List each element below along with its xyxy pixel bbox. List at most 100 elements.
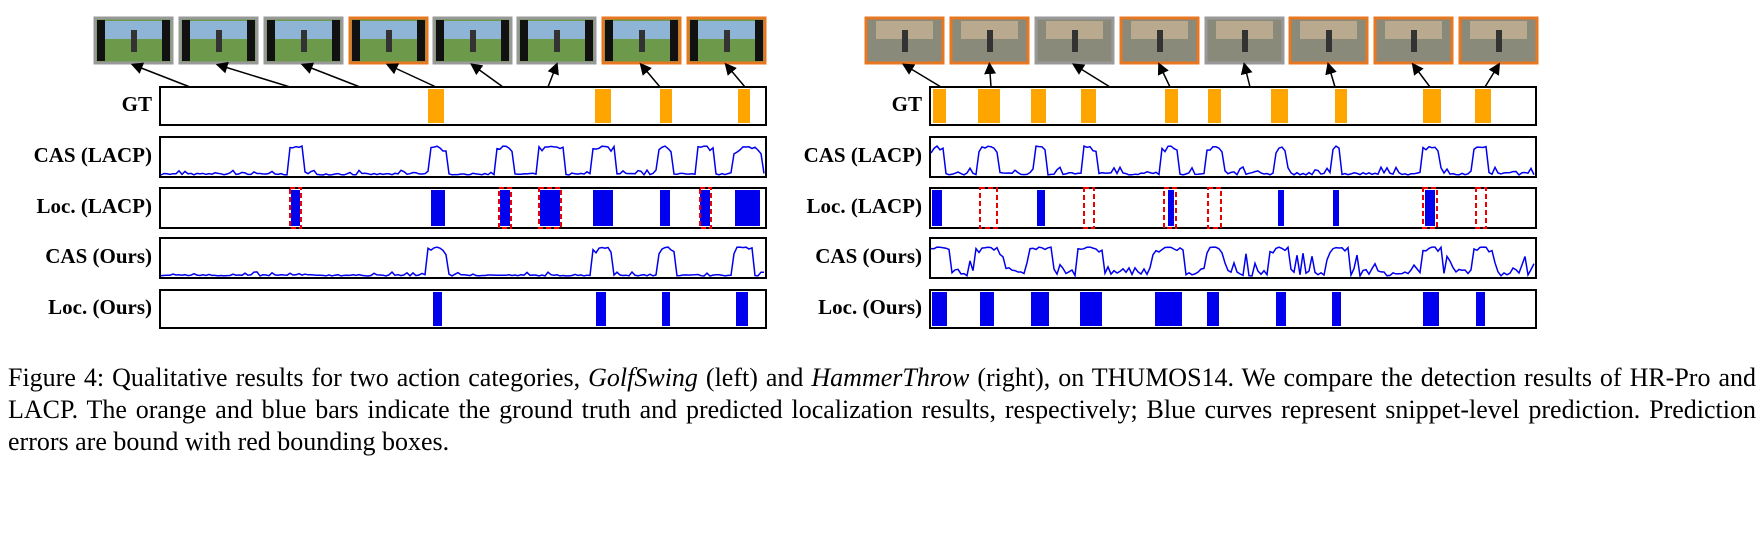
pred-bar <box>596 292 606 326</box>
gt-bar <box>1031 89 1046 123</box>
caption-italic: HammerThrow <box>811 363 970 392</box>
track <box>929 86 1537 126</box>
pred-bar <box>1276 292 1286 326</box>
figure-person <box>216 30 222 52</box>
gt-bar <box>428 89 444 123</box>
figure: GT CAS (LACP) Loc. (LACP) CAS (Ours) Loc. (O… <box>34 16 1539 329</box>
figure-person <box>386 30 392 52</box>
pred-bar <box>660 190 670 226</box>
gt-bar <box>660 89 672 123</box>
row-label: CAS (Ours) <box>815 244 922 268</box>
error-box <box>979 187 998 229</box>
gt-bar <box>1271 89 1288 123</box>
row-label: Loc. (LACP) <box>37 194 152 218</box>
row-label: CAS (LACP) <box>34 143 152 167</box>
error-box <box>498 187 512 229</box>
frame-bar <box>417 20 425 61</box>
frame-bar <box>267 20 275 61</box>
pred-bar <box>1037 190 1045 226</box>
frame-bar <box>162 20 170 61</box>
frame-bar <box>585 20 593 61</box>
pred-bar <box>593 190 613 226</box>
pred-bar <box>932 190 942 226</box>
pred-bar <box>431 190 445 226</box>
error-box <box>1163 187 1177 229</box>
gt-bar <box>1423 89 1441 123</box>
pred-bar <box>1332 292 1341 326</box>
figure-person <box>902 30 908 52</box>
arrow <box>724 62 746 88</box>
arrow <box>1157 62 1171 88</box>
pred-bar <box>1476 292 1485 326</box>
row-label: GT <box>892 92 922 116</box>
arrow <box>300 62 361 88</box>
frame-bar <box>182 20 190 61</box>
figure-person <box>724 30 730 52</box>
row-label: GT <box>122 92 152 116</box>
gt-bar <box>1475 89 1491 123</box>
arrow <box>215 61 291 88</box>
caption-text: Figure 4: Qualitative results for two ac… <box>8 363 589 392</box>
cas-curve <box>160 246 765 277</box>
figure-person <box>301 30 307 52</box>
figure-person <box>1072 30 1078 52</box>
caption-text: (right), on THUMOS14. We compare the det… <box>8 363 1756 456</box>
arrow <box>639 62 661 88</box>
pred-bar <box>1425 190 1435 226</box>
figure-person <box>987 30 993 52</box>
pred-bar <box>540 190 560 226</box>
pred-bar <box>1333 190 1339 226</box>
error-box <box>538 187 562 229</box>
pred-bar <box>932 292 947 326</box>
track <box>159 187 767 229</box>
figure-person <box>1157 30 1163 52</box>
pred-bar <box>1207 292 1219 326</box>
arrow <box>1484 62 1501 88</box>
pred-bar <box>291 190 300 226</box>
arrow <box>130 62 191 88</box>
gt-bar <box>1335 89 1347 123</box>
pred-bar <box>735 190 760 226</box>
cas-curve <box>930 245 1535 279</box>
figure-person <box>1411 30 1417 52</box>
error-box <box>289 187 302 229</box>
error-box <box>1475 187 1487 229</box>
figure-person <box>554 30 560 52</box>
arrow <box>901 63 942 88</box>
row-label: Loc. (Ours) <box>818 295 922 319</box>
error-box <box>1422 187 1438 229</box>
arrow <box>1071 63 1111 88</box>
frame-bar <box>332 20 340 61</box>
figure-person <box>1242 30 1248 52</box>
frame-bar <box>605 20 613 61</box>
gt-bar <box>1081 89 1096 123</box>
track <box>159 237 767 279</box>
pred-bar <box>1423 292 1439 326</box>
error-box <box>1083 187 1095 229</box>
track <box>159 136 767 178</box>
caption: Figure 4: Qualitative results for two ac… <box>8 362 1756 458</box>
pred-bar <box>1155 292 1182 326</box>
pred-bar <box>1168 190 1174 226</box>
caption-italic: GolfSwing <box>588 363 698 392</box>
error-box <box>699 187 712 229</box>
arrow <box>547 62 559 88</box>
track <box>929 237 1537 279</box>
figure-person <box>639 30 645 52</box>
frame-bar <box>436 20 444 61</box>
cas-curve <box>930 145 1535 177</box>
pred-bar <box>433 292 442 326</box>
error-box <box>1207 187 1222 229</box>
row-label: CAS (LACP) <box>804 143 922 167</box>
pred-bar <box>980 292 994 326</box>
arrow <box>1240 62 1253 88</box>
figure-person <box>470 30 476 52</box>
gt-bar <box>595 89 611 123</box>
figure-person <box>1496 30 1502 52</box>
track <box>929 187 1537 229</box>
frame-bar <box>690 20 698 61</box>
figure-person <box>131 30 137 52</box>
arrow <box>1411 62 1431 88</box>
cas-curve <box>160 144 765 177</box>
pred-bar <box>500 190 510 226</box>
